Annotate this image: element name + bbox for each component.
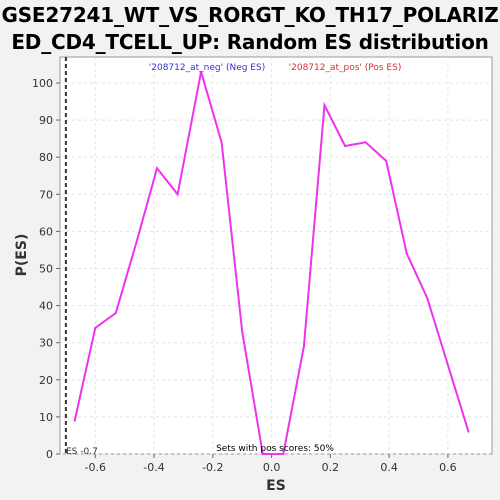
y-tick-label: 90 [39,114,53,127]
x-tick-label: -0.2 [202,461,223,474]
legend-neg: '208712_at_neg' (Neg ES) [149,63,265,73]
es-distribution-line [73,71,470,455]
data-point [94,326,97,329]
y-tick-label: 30 [39,337,53,350]
x-tick-label: 0.4 [380,461,398,474]
data-point [405,252,408,255]
x-axis-label: ES [266,478,286,494]
data-point [364,141,367,144]
legend-pos: '208712_at_pos' (Pos ES) [289,63,402,73]
data-point [200,70,203,73]
data-point [176,193,179,196]
plot-area [59,56,493,455]
x-tick-label: -0.6 [85,461,106,474]
chart-title-line-1: GSE27241_WT_VS_RORGT_KO_TH17_POLARIZ [1,3,499,27]
x-tick-label: 0.2 [322,461,340,474]
y-tick-label: 40 [39,300,53,313]
data-point [344,145,347,148]
axes: 0 10 20 30 40 50 60 70 80 90 100 -0.6 -0.4 -0.2 0.0 0.2… [32,77,457,474]
es-marker-label: ES -0.7 [66,447,98,457]
y-tick-label: 60 [39,225,53,238]
data-point [73,419,76,422]
data-point [467,430,470,433]
x-tick-label: 0.6 [439,461,457,474]
data-point [323,104,326,107]
data-point [241,330,244,333]
y-tick-label: 10 [39,411,53,424]
data-point [261,453,264,455]
grid-lines [60,57,492,455]
data-point [446,363,449,366]
y-tick-label: 50 [39,262,53,275]
data-point [220,141,223,144]
data-point [426,297,429,300]
pos-scores-annotation: Sets with pos scores: 50% [216,444,334,454]
data-point [302,345,305,348]
y-tick-label: 20 [39,374,53,387]
x-tick-label: -0.4 [143,461,164,474]
x-tick-label: 0.0 [263,461,281,474]
data-point [135,241,138,244]
data-point [155,167,158,170]
y-tick-label: 0 [46,448,53,461]
chart-title-line-2: ED_CD4_TCELL_UP: Random ES distribution [11,30,489,54]
data-point [385,159,388,162]
y-axis-label: P(ES) [14,234,30,277]
y-tick-label: 70 [39,188,53,201]
data-point [114,312,117,315]
y-tick-label: 80 [39,151,53,164]
y-tick-label: 100 [32,77,53,90]
data-point [282,453,285,455]
series-layer [73,70,470,455]
chart-title: GSE27241_WT_VS_RORGT_KO_TH17_POLARIZ ED_… [0,2,500,56]
